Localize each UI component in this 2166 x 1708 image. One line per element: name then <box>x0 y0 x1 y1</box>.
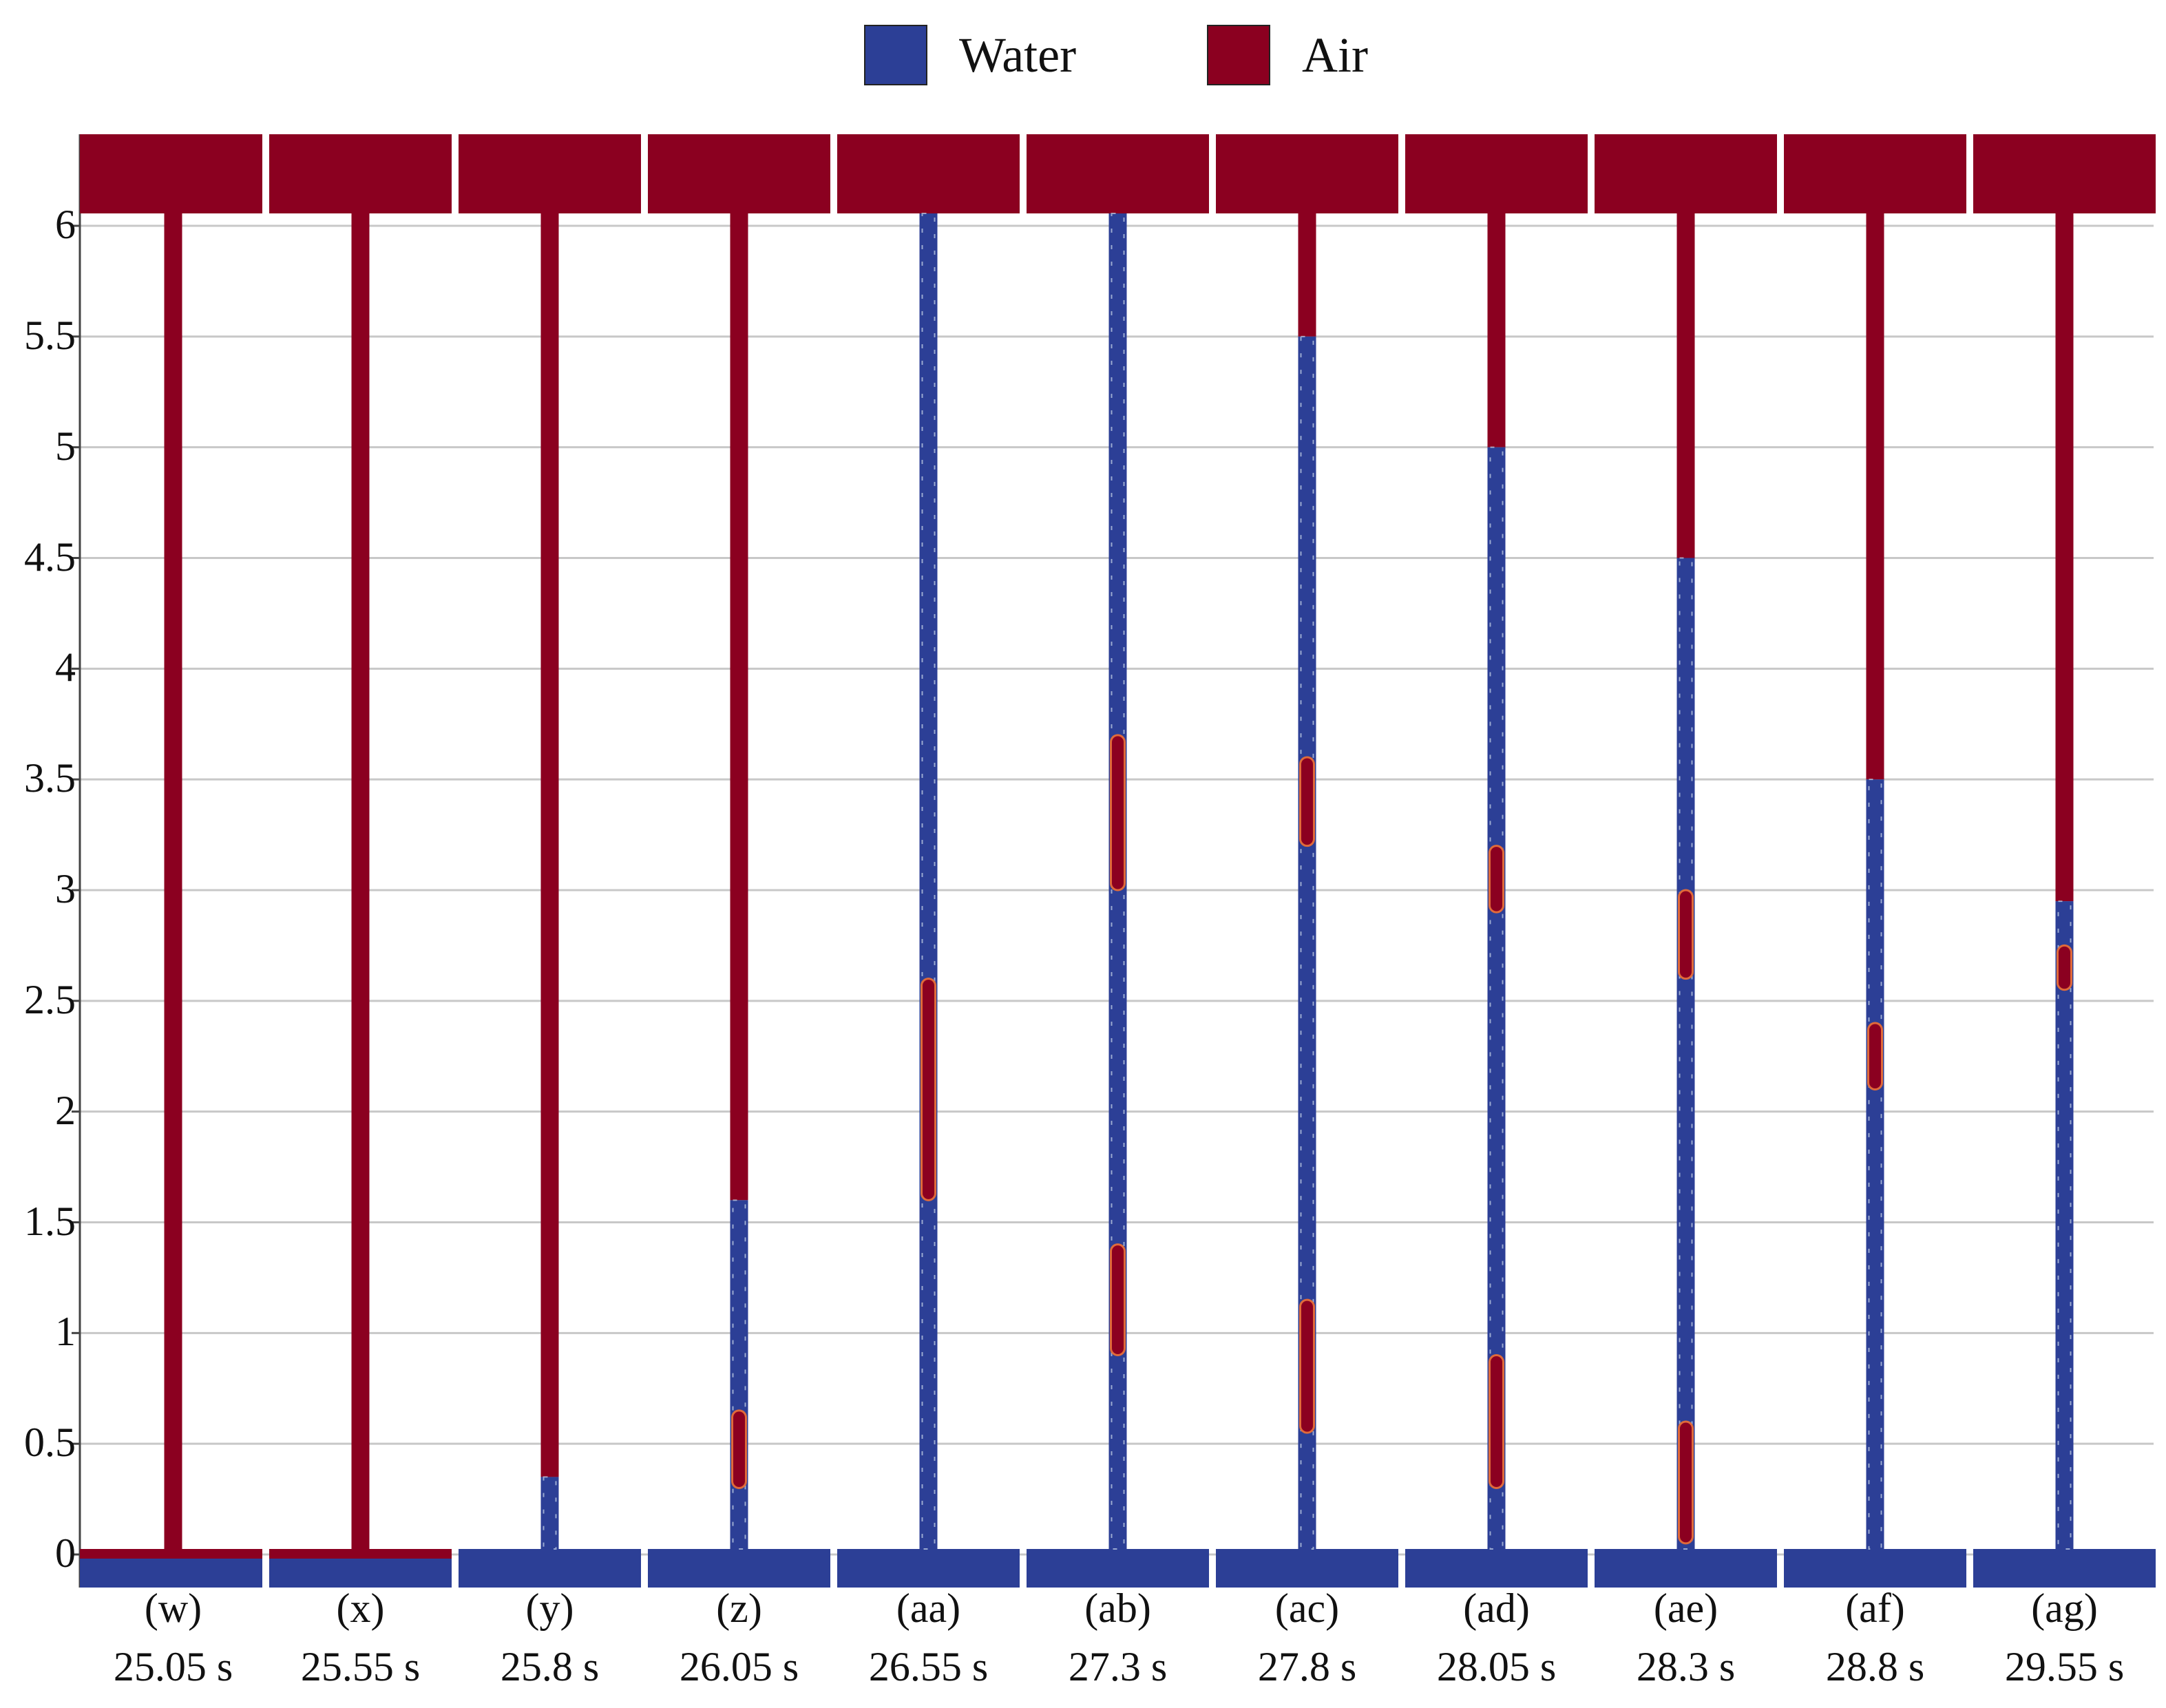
floor-band <box>1595 1549 1777 1588</box>
air-pocket <box>1299 756 1315 847</box>
air-pocket <box>731 1409 747 1490</box>
y-tick-label: 4.5 <box>24 534 76 580</box>
air-chamber <box>269 134 452 213</box>
panel-id-label: (ad) <box>1463 1585 1530 1631</box>
legend-swatch-water <box>864 25 927 85</box>
air-pocket <box>1678 1420 1694 1545</box>
air-chamber <box>1595 134 1777 213</box>
air-pocket <box>1110 734 1126 892</box>
legend-label-air: Air <box>1302 27 1368 83</box>
panel-time-label: 25.55 s <box>300 1644 421 1689</box>
y-tick-label: 1 <box>55 1309 76 1355</box>
panel-time-label: 28.3 s <box>1636 1644 1736 1689</box>
legend: Water Air <box>0 21 2166 89</box>
air-chamber <box>837 134 1020 213</box>
pipe-speckle <box>543 1476 557 1550</box>
floor-band <box>1027 1549 1209 1588</box>
pipe-air-column <box>1866 213 1884 780</box>
panel-id-label: (z) <box>716 1585 762 1631</box>
y-tick-label: 6 <box>55 202 76 247</box>
pipe-air-column <box>164 213 182 1554</box>
y-tick-label: 2 <box>55 1087 76 1133</box>
panel-id-label: (af) <box>1845 1585 1905 1631</box>
panel-time-label: 25.05 s <box>113 1644 233 1689</box>
pipe-air-column <box>1676 213 1695 558</box>
y-tick-label: 1.5 <box>24 1198 76 1244</box>
y-tick-label: 0 <box>55 1530 76 1576</box>
air-pocket <box>921 978 936 1201</box>
panel-id-label: (w) <box>144 1585 202 1631</box>
air-chamber <box>1973 134 2156 213</box>
floor-band <box>648 1549 830 1588</box>
panel-id-label: (ag) <box>2031 1585 2098 1631</box>
y-tick-label: 2.5 <box>24 976 76 1022</box>
floor-band <box>459 1549 641 1588</box>
air-pocket <box>1299 1298 1315 1434</box>
panel-time-label: 25.8 s <box>500 1644 600 1689</box>
pipe-speckle <box>921 213 936 1550</box>
air-chamber <box>1405 134 1588 213</box>
legend-swatch-air <box>1207 25 1270 85</box>
legend-label-water: Water <box>959 27 1077 83</box>
panel-time-label: 27.3 s <box>1068 1644 1168 1689</box>
panel-time-label: 29.55 s <box>2004 1644 2125 1689</box>
floor-band <box>1973 1549 2156 1588</box>
y-tick-label: 3.5 <box>24 755 76 801</box>
floor-band <box>1784 1549 1966 1588</box>
air-chamber <box>648 134 830 213</box>
pipe-speckle <box>1489 446 1504 1550</box>
floor-band <box>1405 1549 1588 1588</box>
air-chamber <box>1027 134 1209 213</box>
air-pocket <box>1867 1022 1883 1090</box>
panel-id-label: (x) <box>336 1585 385 1631</box>
pipe-water-column <box>1676 558 1695 1549</box>
panel-id-label: (aa) <box>896 1585 961 1631</box>
pipe-speckle <box>1868 779 1882 1550</box>
air-chamber <box>459 134 641 213</box>
air-chamber <box>1216 134 1398 213</box>
pipe-air-column <box>2055 213 2074 902</box>
floor-band <box>837 1549 1020 1588</box>
y-tick-label: 5 <box>55 423 76 469</box>
y-tick-label: 5.5 <box>24 312 76 358</box>
pipe-air-column <box>351 213 370 1554</box>
panel-id-label: (ae) <box>1653 1585 1718 1631</box>
pipe-air-column <box>1487 213 1506 447</box>
air-chamber <box>80 134 262 213</box>
air-pocket <box>1110 1243 1126 1356</box>
panel-time-label: 26.05 s <box>679 1644 799 1689</box>
air-pocket <box>2057 944 2072 991</box>
y-tick-label: 4 <box>55 644 76 690</box>
air-chamber <box>1784 134 1966 213</box>
panel-time-label: 27.8 s <box>1257 1644 1357 1689</box>
air-pocket <box>1678 889 1694 980</box>
panel-id-label: (ac) <box>1274 1585 1340 1631</box>
panel-time-label: 26.55 s <box>868 1644 989 1689</box>
legend-item-air: Air <box>1207 21 1368 89</box>
y-tick-label: 0.5 <box>24 1420 76 1466</box>
panel-id-label: (ab) <box>1084 1585 1151 1631</box>
legend-item-water: Water <box>864 21 1076 89</box>
floor-band <box>1216 1549 1398 1588</box>
pipe-air-column <box>1298 213 1316 337</box>
pipe-speckle <box>732 1199 746 1550</box>
pipe-air-column <box>730 213 748 1201</box>
panel-id-label: (y) <box>525 1585 574 1631</box>
air-pocket <box>1489 1354 1504 1489</box>
y-tick-label: 3 <box>55 866 76 911</box>
pipe-air-column <box>540 213 559 1477</box>
panel-time-label: 28.8 s <box>1825 1644 1925 1689</box>
panel-time-label: 28.05 s <box>1436 1644 1557 1689</box>
air-pocket <box>1489 845 1504 914</box>
pipe-speckle <box>1679 557 1693 1550</box>
